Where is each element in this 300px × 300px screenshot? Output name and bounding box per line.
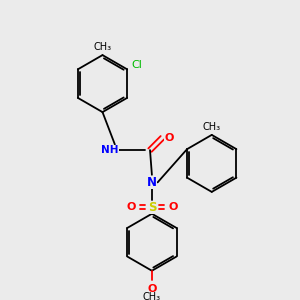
- Text: O: O: [164, 133, 174, 143]
- Text: CH₃: CH₃: [93, 43, 112, 52]
- Text: Cl: Cl: [131, 60, 142, 70]
- Text: CH₃: CH₃: [203, 122, 221, 132]
- Text: N: N: [147, 176, 157, 189]
- Text: CH₃: CH₃: [143, 292, 161, 300]
- Text: O: O: [126, 202, 136, 212]
- Text: O: O: [147, 284, 157, 294]
- Text: O: O: [168, 202, 178, 212]
- Text: NH: NH: [101, 145, 119, 155]
- Text: S: S: [148, 201, 156, 214]
